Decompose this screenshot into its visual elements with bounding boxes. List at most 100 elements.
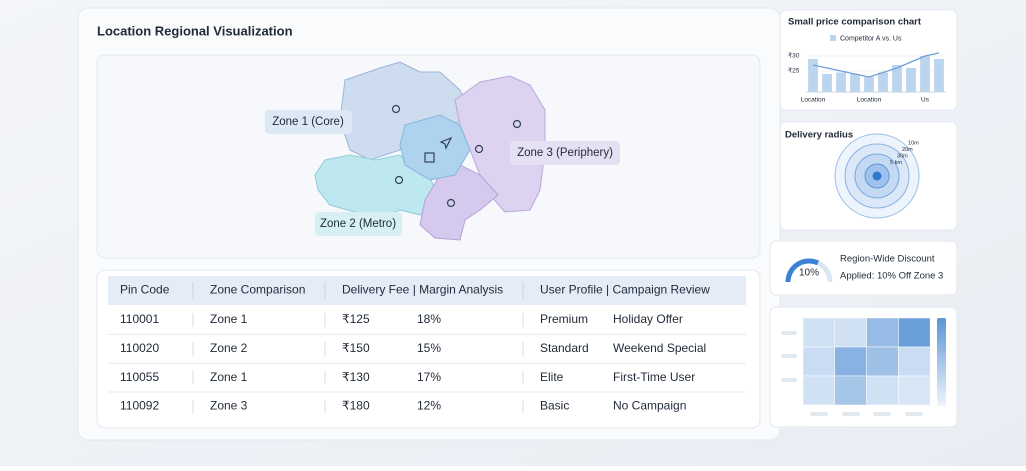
heat-cell (834, 317, 867, 348)
ring-label: 5 km (890, 160, 902, 166)
pin (391, 104, 401, 114)
table-cell: ₹180 (342, 399, 370, 413)
radius-title: Delivery radius (785, 130, 853, 141)
page-title: Location Regional Visualization (97, 23, 293, 38)
bar (892, 65, 902, 92)
heat-cell (834, 375, 867, 406)
heat-cell (898, 317, 931, 348)
ring-center (872, 171, 882, 181)
ring-label: 10m (908, 140, 919, 146)
x-tick-label: Location (801, 97, 826, 104)
zone-3b-shape (419, 164, 499, 241)
heat-cell (866, 375, 899, 406)
line (812, 52, 940, 78)
y-tick-label: ₹30 (788, 52, 800, 60)
bar (808, 59, 818, 92)
heat-cell (834, 346, 867, 377)
heat-cell (866, 317, 899, 348)
placeholder (905, 412, 923, 416)
zone-label-box (315, 212, 402, 236)
zone-label: Zone 3 (Periphery) (517, 147, 613, 159)
ring-label: 30m (897, 153, 908, 159)
discount-title: Region-Wide Discount (840, 254, 935, 265)
table-cell: 110092 (120, 399, 159, 413)
legend-label: Competitor A vs. Us (840, 35, 902, 42)
legend-swatch (830, 35, 836, 41)
heat-cell (898, 346, 931, 377)
zone-label-box (265, 110, 352, 134)
placeholder (781, 354, 797, 358)
x-tick-label: Location (857, 97, 882, 104)
placeholder (810, 412, 828, 416)
table-header: Delivery Fee | Margin Analysis (342, 283, 503, 297)
heatmap-axis-placeholders (781, 331, 923, 416)
pins (391, 104, 522, 208)
bar (822, 74, 832, 92)
table-cell: Weekend Special (613, 341, 706, 355)
table-cell: 15% (417, 341, 441, 355)
table-cell: Premium (540, 312, 588, 326)
ring-label: 20m (902, 147, 913, 153)
table-cell: 17% (417, 370, 441, 384)
center-shape (399, 114, 471, 181)
table-cell: 110020 (120, 341, 159, 355)
map: Zone 1 (Core) Zone 2 (Metro) Zone 3 (Per… (265, 61, 620, 241)
gauge-fill (785, 258, 820, 283)
pin (512, 119, 522, 129)
discount-detail: Applied: 10% Off Zone 3 (840, 271, 943, 282)
bar (878, 72, 888, 92)
table-cell: Zone 1 (210, 312, 248, 326)
table-cell: Elite (540, 370, 564, 384)
price-chart-title: Small price comparison chart (788, 17, 922, 28)
table-cell: Holiday Offer (613, 312, 683, 326)
bar (906, 68, 916, 92)
discount-card (769, 240, 958, 296)
placeholder (842, 412, 860, 416)
pin (446, 198, 456, 208)
table-header: Zone Comparison (210, 283, 305, 297)
zone-3-shape (454, 75, 546, 213)
bar (920, 56, 930, 92)
zone-label: Zone 2 (Metro) (320, 218, 396, 230)
table-cell: 12% (417, 399, 441, 413)
heat-cell (898, 375, 931, 406)
table-cell: ₹130 (342, 370, 370, 384)
table-panel (96, 269, 761, 429)
colorbar (937, 318, 946, 406)
price-chart: ₹25 ₹30 Location Location Us (788, 52, 946, 104)
table: Pin Code Zone Comparison Delivery Fee | Ma… (108, 282, 746, 414)
table-cell: ₹150 (342, 341, 370, 355)
y-tick-label: ₹25 (788, 67, 800, 75)
heat-cell (802, 317, 836, 348)
heatmap (802, 317, 931, 406)
table-header: User Profile | Campaign Review (540, 283, 710, 297)
pin (474, 144, 484, 154)
pin (394, 175, 404, 185)
table-header: Pin Code (120, 283, 170, 297)
heat-cell (802, 346, 836, 377)
heat-cell (866, 346, 899, 377)
table-cell: 110001 (120, 312, 159, 326)
x-tick-label: Us (921, 97, 930, 104)
table-header-bg (108, 276, 746, 305)
nav-icon (439, 136, 453, 150)
bar (934, 59, 944, 92)
radius-rings: 10m 20m 30m 5 km (834, 133, 920, 219)
table-cell: First-Time User (613, 370, 695, 384)
zone-label: Zone 1 (Core) (272, 116, 344, 128)
bar (850, 74, 860, 92)
table-cell: Zone 1 (210, 370, 248, 384)
heat-cell (802, 375, 836, 406)
placeholder (781, 378, 797, 382)
zone-label-box (510, 141, 620, 165)
bar (836, 72, 846, 92)
table-cell: Zone 2 (210, 341, 248, 355)
table-cell: Standard (540, 341, 589, 355)
grid-icon (424, 152, 435, 163)
table-cell: ₹125 (342, 312, 370, 326)
table-cell: 110055 (120, 370, 159, 384)
placeholder (781, 331, 797, 335)
table-cell: 18% (417, 312, 441, 326)
table-cell: No Campaign (613, 399, 686, 413)
